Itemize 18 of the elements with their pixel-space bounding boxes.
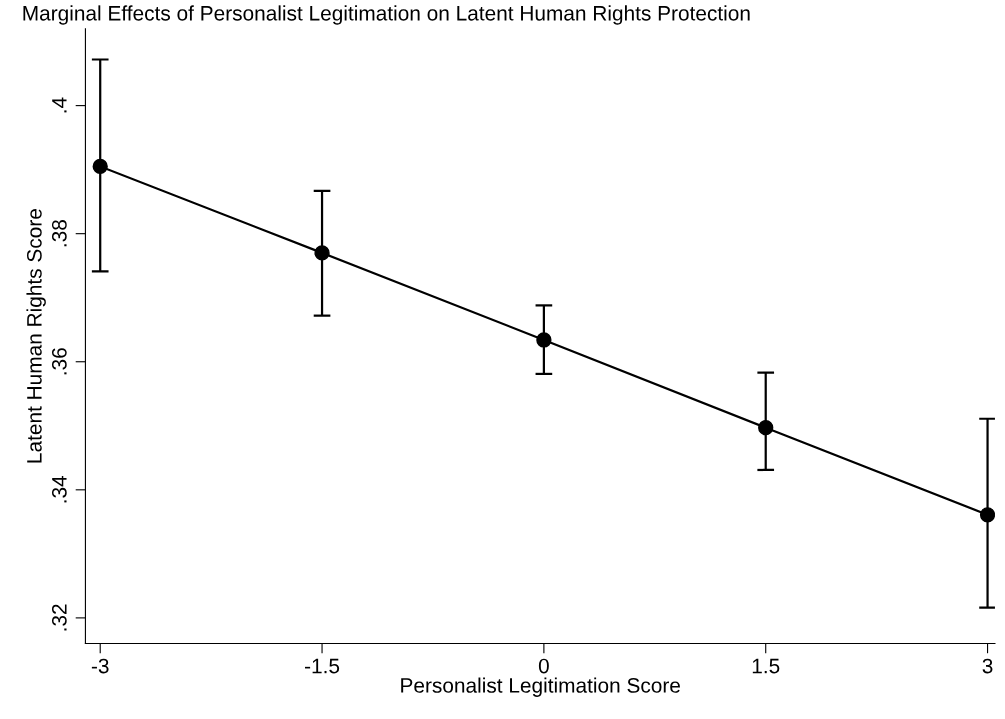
y-tick-label: .4 xyxy=(52,97,67,113)
y-tick-label: .32 xyxy=(51,604,67,631)
point xyxy=(314,245,330,261)
x-tick-label: 3 xyxy=(982,658,993,674)
point xyxy=(758,420,774,436)
y-tick-label: .36 xyxy=(51,348,67,375)
chart-title: Marginal Effects of Personalist Legitimation on Latent Human Rights Protection xyxy=(23,5,750,25)
point xyxy=(979,507,995,523)
x-tick-label: -1.5 xyxy=(305,658,340,674)
y-tick-label: .38 xyxy=(51,220,67,247)
y-tick-label: .34 xyxy=(51,475,67,503)
x-tick-label: 0 xyxy=(538,658,549,674)
point xyxy=(536,332,552,348)
x-axis-title: Personalist Legitimation Score xyxy=(401,677,680,697)
point xyxy=(92,158,108,175)
y-axis-title: Latent Human Rights Score xyxy=(26,209,46,463)
x-tick-label: 1.5 xyxy=(752,658,780,674)
x-tick-label: -3 xyxy=(91,658,109,674)
